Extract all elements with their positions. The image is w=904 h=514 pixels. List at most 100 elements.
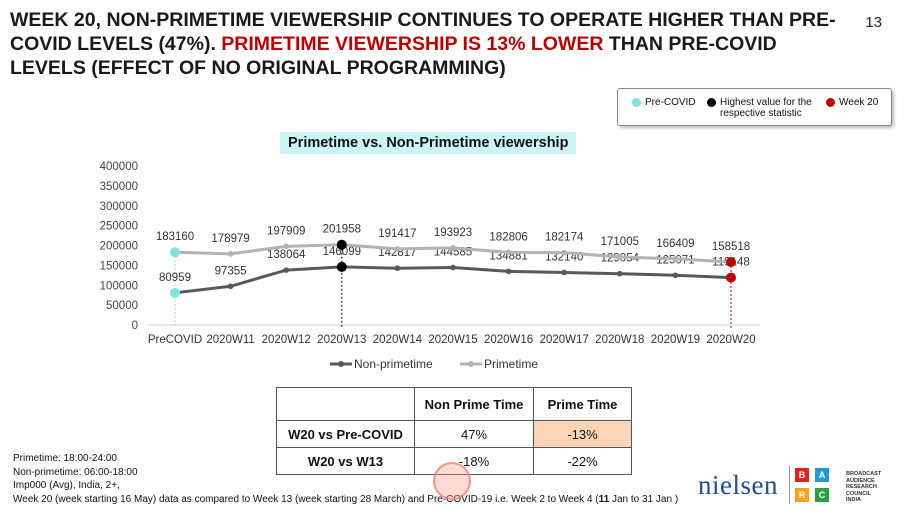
y-tick-label: 250000 [100, 221, 138, 233]
data-point [672, 256, 679, 262]
note-line: Week 20 (week starting 16 May) data as c… [13, 493, 678, 507]
data-point [561, 269, 567, 276]
data-point [336, 261, 347, 272]
data-label: 171005 [601, 236, 639, 248]
legend-label: Week 20 [839, 97, 879, 108]
legend-series-label: Primetime [484, 357, 538, 371]
data-label: 80959 [159, 272, 191, 284]
table-cell: 47% [414, 420, 534, 448]
x-tick-label: 2020W18 [595, 334, 644, 346]
legend-marker-icon [338, 361, 344, 367]
headline-part1: WEEK 20, NON-PRIMETIME VIEWERSHIP CONTIN… [10, 9, 836, 55]
data-label: 182174 [545, 232, 584, 244]
note-text: Week 20 (week starting 16 May) data as c… [13, 493, 599, 505]
x-tick-label: 2020W19 [651, 334, 700, 346]
data-label: 146099 [323, 246, 361, 258]
comparison-table: Non Prime Time Prime Time W20 vs Pre-COV… [276, 387, 632, 475]
table-header-cell: Non Prime Time [414, 387, 534, 421]
legend-label: Pre-COVID [645, 97, 696, 108]
data-label: 138064 [267, 249, 306, 261]
y-tick-label: 150000 [100, 260, 138, 272]
data-label: 178979 [211, 233, 249, 245]
week20-dot-icon [826, 98, 835, 107]
barc-text-line: AUDIENCE [846, 477, 875, 484]
data-point [617, 254, 623, 260]
marker-legend-box: Pre-COVID Highest value for the respecti… [617, 88, 892, 126]
highest-dot-icon [707, 98, 716, 107]
table-row: W20 vs W13 -18% -22% [276, 447, 632, 475]
y-tick-label: 50000 [106, 300, 138, 312]
data-point [505, 268, 512, 275]
data-point [617, 270, 623, 277]
data-point [394, 246, 401, 252]
note-text-bold: 11 [598, 493, 610, 505]
legend-label: Highest value for the respective statist… [720, 97, 812, 119]
barc-logo-text: BROADCAST AUDIENCE RESEARCH COUNCIL INDI… [846, 471, 881, 504]
table-header-cell: Prime Time [533, 387, 632, 421]
footnotes: Primetime: 18:00-24:00 Non-primetime: 06… [13, 452, 678, 506]
note-line: Non-primetime: 06:00-18:00 [13, 466, 138, 478]
x-tick-label: PreCOVID [148, 334, 202, 346]
data-label: 201958 [323, 224, 361, 236]
note-line: Primetime: 18:00-24:00 [13, 453, 117, 464]
table-header-cell [276, 387, 415, 421]
logo-divider [789, 466, 790, 504]
table-header-row: Non Prime Time Prime Time [276, 387, 632, 421]
headline-part2: THAN PRE-COVID LEVELS (EFFECT OF NO ORIG… [10, 33, 777, 79]
data-label: 197909 [267, 225, 305, 237]
data-point [227, 251, 234, 257]
barc-text-line: INDIA [846, 497, 861, 503]
y-tick-label: 100000 [100, 280, 138, 292]
barc-letter: C [815, 488, 829, 502]
table-cell: -22% [533, 447, 632, 475]
barc-text-line: RESEARCH [846, 484, 877, 490]
barc-text-line: COUNCIL [846, 490, 872, 497]
note-line: Imp000 (Avg), India, 2+, [13, 480, 120, 491]
data-label: 166409 [656, 238, 694, 250]
page-title: WEEK 20, NON-PRIMETIME VIEWERSHIP CONTIN… [10, 8, 850, 80]
data-point [450, 245, 456, 251]
data-label: 97355 [215, 265, 247, 277]
data-point [283, 267, 290, 273]
y-tick-label: 200000 [100, 241, 138, 253]
table-cell-highlighted: -13% [533, 420, 632, 448]
x-tick-label: 2020W12 [262, 334, 311, 346]
y-tick-label: 400000 [100, 161, 138, 173]
line-chart: 0 50000 100000 150000 200000 250000 300000 3500… [100, 161, 760, 371]
data-label: 191417 [378, 228, 416, 240]
series-line-non-primetime [174, 265, 732, 295]
precovid-dot-icon [632, 98, 641, 107]
data-point [672, 272, 679, 279]
data-label: 158518 [712, 241, 750, 253]
x-tick-label: 2020W13 [317, 334, 366, 346]
x-tick-label: 2020W16 [484, 334, 533, 346]
barc-letter: B [795, 468, 809, 482]
table-cell: -18% [414, 447, 534, 475]
data-label: 183160 [156, 231, 194, 243]
y-tick-label: 350000 [100, 181, 138, 193]
data-point [505, 249, 512, 256]
data-point [170, 287, 180, 298]
legend-highest: Highest value for the respective statist… [707, 97, 815, 119]
headline-highlight: PRIMETIME VIEWERSHIP IS 13% LOWER [221, 33, 604, 55]
y-tick-label: 0 [132, 320, 138, 332]
table-row: W20 vs Pre-COVID 47% -13% [276, 420, 632, 448]
legend-series-label: Non-primetime [354, 357, 433, 371]
x-tick-label: 2020W11 [206, 334, 254, 346]
data-point [561, 249, 567, 256]
table-row-label: W20 vs W13 [276, 447, 415, 475]
barc-letter: R [795, 488, 809, 502]
barc-logo: B A R C [795, 468, 829, 502]
data-point [170, 247, 180, 258]
legend-week20: Week 20 [826, 97, 878, 108]
x-tick-label: 2020W20 [706, 334, 755, 346]
note-text: Jan to 31 Jan ) [609, 493, 679, 505]
x-tick-label: 2020W15 [428, 334, 477, 346]
data-point [450, 264, 456, 271]
data-point [394, 265, 401, 272]
x-tick-label: 2020W17 [540, 334, 589, 346]
nielsen-logo: nielsen [698, 470, 778, 500]
legend-precovid: Pre-COVID [632, 97, 696, 108]
barc-letter: A [815, 468, 829, 482]
y-tick-label: 300000 [100, 201, 138, 213]
